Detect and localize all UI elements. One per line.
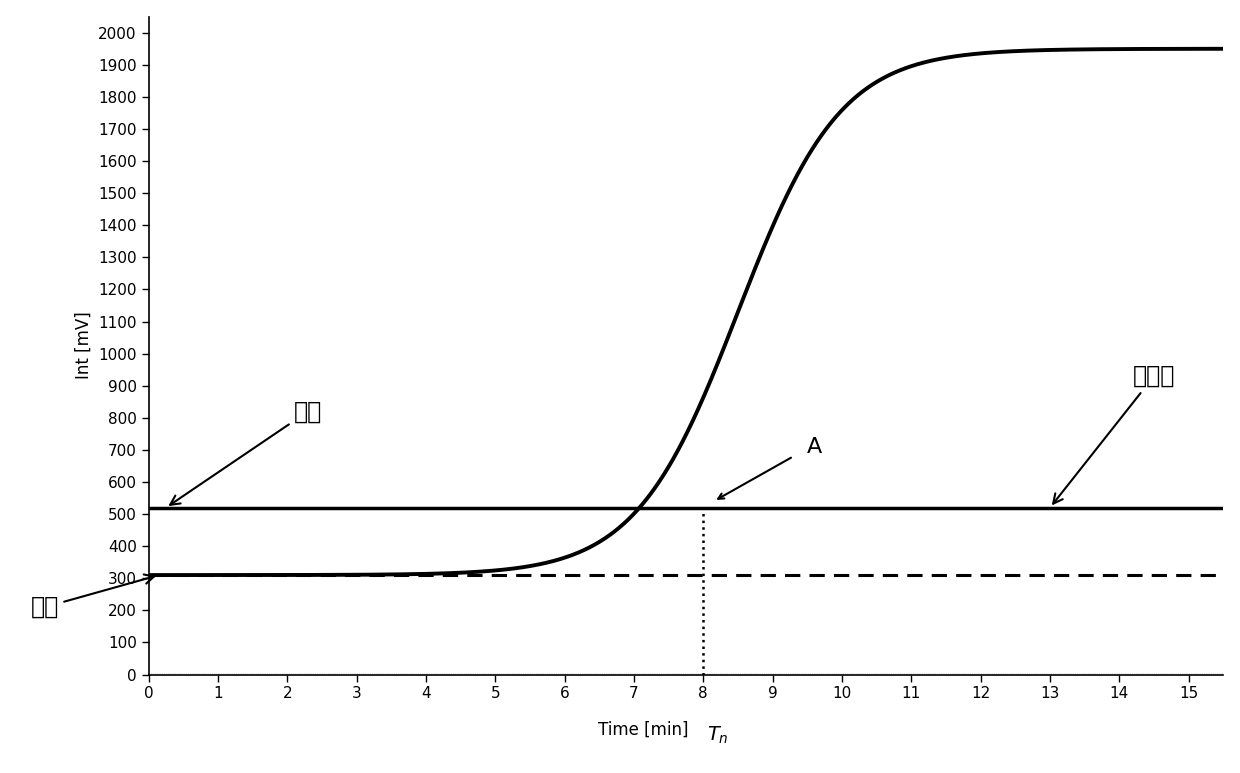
Text: 阈値线: 阈値线 <box>1053 364 1176 504</box>
Text: 阈値: 阈値 <box>170 400 322 505</box>
Text: Time [min]: Time [min] <box>598 720 688 739</box>
Y-axis label: Int [mV]: Int [mV] <box>74 312 93 380</box>
Text: 基线: 基线 <box>31 574 154 619</box>
Text: $T_n$: $T_n$ <box>707 724 728 746</box>
Text: A: A <box>806 437 822 457</box>
